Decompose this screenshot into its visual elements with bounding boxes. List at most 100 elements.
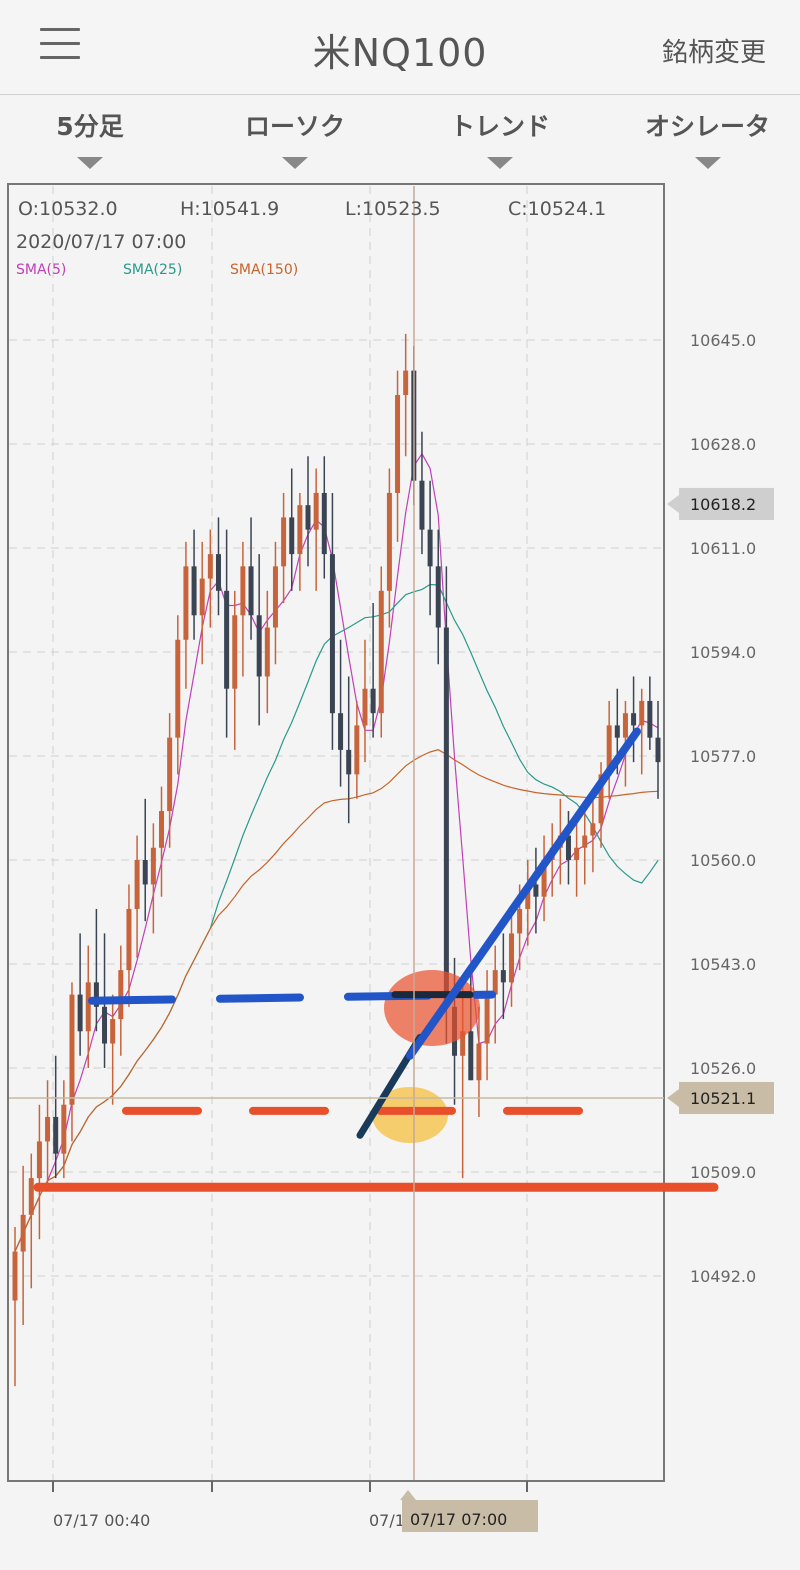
candle-body (500, 970, 506, 983)
candle-body (313, 492, 319, 530)
legend-sma25: SMA(25) (123, 262, 182, 278)
candle-body (77, 994, 83, 1032)
candle-body (12, 1251, 18, 1301)
candle-body (370, 688, 376, 714)
candle-body (541, 860, 547, 897)
crosshair-time-label: 07/17 07:00 (410, 1510, 507, 1529)
ohlc-close: C:10524.1 (508, 198, 606, 220)
highlight-yellow-scribble (372, 1087, 448, 1143)
drawings (33, 727, 719, 1192)
candle-body (508, 933, 514, 983)
candle-body (240, 566, 246, 616)
candle-body (606, 725, 612, 775)
chevron-down-icon (282, 157, 308, 169)
candle-body (207, 554, 213, 579)
candle-body (142, 860, 148, 885)
candle-body (256, 615, 262, 677)
candle-body (167, 737, 173, 812)
candle-body (281, 517, 287, 567)
y-tick-label: 10577.0 (690, 747, 756, 766)
ohlc-low: L:10523.5 (345, 198, 441, 220)
candle-body (215, 554, 221, 591)
candle-body (346, 749, 352, 775)
y-tick-label: 10492.0 (690, 1267, 756, 1286)
candle-body (191, 566, 197, 616)
candle-body (598, 774, 604, 824)
y-tick-label: 10543.0 (690, 955, 756, 974)
y-tick-label: 10594.0 (690, 643, 756, 662)
candle-body (69, 994, 75, 1105)
candle-body (419, 480, 425, 530)
tab-oscillator-label: オシレータ (644, 112, 770, 141)
current-price-box (679, 487, 774, 520)
change-symbol-button[interactable]: 銘柄変更 (661, 38, 766, 68)
candle-body (199, 578, 205, 616)
candle-body (582, 835, 588, 848)
candle-body (36, 1141, 42, 1179)
candle-body (574, 847, 580, 860)
candle-body (403, 370, 409, 396)
candle-body (622, 713, 628, 738)
y-tick-label: 10611.0 (690, 539, 756, 558)
candle-body (647, 700, 653, 738)
candle-body (248, 566, 254, 616)
candle-body (93, 982, 99, 1007)
candle-body (395, 395, 401, 493)
candle-body (614, 725, 620, 738)
candle-body (28, 1178, 34, 1215)
candle-body (517, 908, 523, 934)
legend-sma150: SMA(150) (230, 262, 298, 278)
y-tick-label: 10560.0 (690, 851, 756, 870)
ohlc-high: H:10541.9 (180, 198, 279, 220)
page-title: 米NQ100 (312, 31, 488, 75)
candle-body (655, 737, 661, 763)
candle-body (378, 590, 384, 714)
candle-body (590, 823, 596, 836)
candle-body (492, 970, 498, 995)
tab-timeframe[interactable]: 5分足 (40, 107, 140, 169)
candle-body (175, 639, 181, 738)
candle-body (476, 1043, 482, 1081)
candle-body (110, 1019, 116, 1044)
y-tick-label: 10526.0 (690, 1059, 756, 1078)
crosshair-price-label: 10521.1 (690, 1089, 756, 1108)
plot-frame (7, 183, 665, 1482)
candle-body (224, 590, 230, 689)
candle-body (468, 1031, 474, 1081)
candle-body (443, 627, 449, 1007)
tab-chart-type[interactable]: ローソク (230, 107, 360, 169)
sma150-line (14, 749, 659, 1252)
candle-body (631, 713, 637, 726)
candle-body (484, 994, 490, 1044)
tab-chart-type-label: ローソク (244, 112, 345, 141)
current-price-pointer (667, 494, 679, 513)
candle-body (85, 982, 91, 1032)
candlestick-chart[interactable]: 10645.0 10628.0 10611.0 10594.0 10577.0 10560… (0, 183, 800, 1566)
chevron-down-icon (487, 157, 513, 169)
chart-area[interactable]: 10645.0 10628.0 10611.0 10594.0 10577.0 10560… (0, 183, 800, 1566)
uptrend-line (406, 727, 641, 1060)
candle-body (460, 1031, 466, 1056)
tab-trend[interactable]: トレンド (435, 107, 565, 169)
candle-body (183, 566, 189, 640)
tab-oscillator[interactable]: オシレータ (635, 107, 780, 169)
candle-body (297, 505, 303, 555)
candle-body (61, 1104, 67, 1154)
candle-body (435, 566, 441, 628)
tab-timeframe-label: 5分足 (56, 112, 124, 141)
candle-body (427, 529, 433, 567)
candle-body (533, 884, 539, 897)
candle-body (565, 835, 571, 860)
candle-body (45, 1116, 51, 1142)
candle-body (362, 688, 368, 726)
candle-body (126, 908, 132, 971)
candle-body (232, 615, 238, 689)
chart-settings-tabs: 5分足 ローソク トレンド オシレータ (0, 95, 800, 180)
candle-body (264, 627, 270, 677)
hamburger-menu-icon[interactable] (40, 28, 80, 62)
grid (9, 186, 663, 1492)
axis-labels: 10645.0 10628.0 10611.0 10594.0 10577.0 10560… (9, 186, 774, 1532)
crosshair-time-box (402, 1500, 538, 1532)
candle-body (20, 1214, 26, 1252)
current-price-label: 10618.2 (690, 495, 756, 514)
